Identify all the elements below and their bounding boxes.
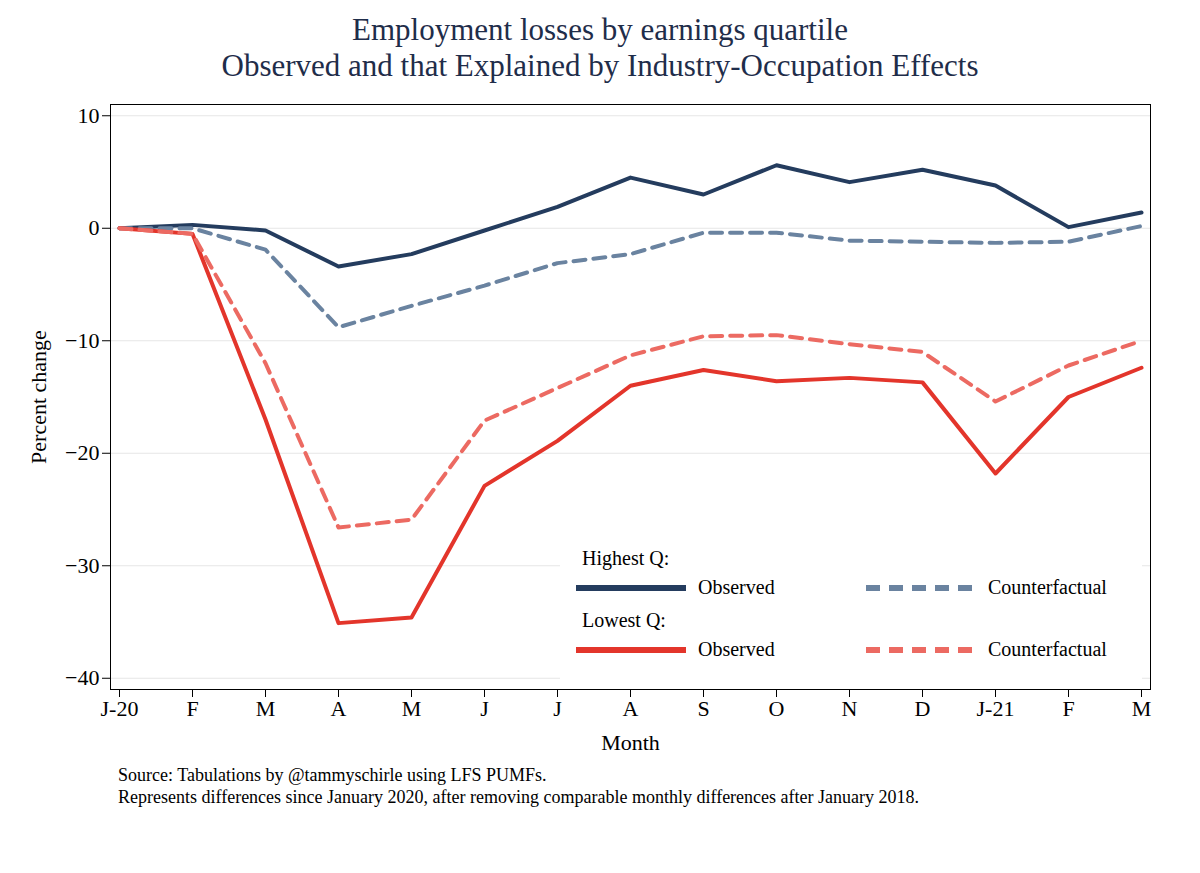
svg-text:F: F [1062, 696, 1074, 721]
svg-text:−30: −30 [65, 553, 99, 578]
svg-text:0: 0 [89, 215, 100, 240]
svg-text:A: A [623, 696, 639, 721]
html-text:Source: Tabulations by @tammys: Source: Tabulations by @tammyschirle usi… [118, 765, 547, 785]
svg-text:−10: −10 [65, 328, 99, 353]
svg-text:J: J [480, 696, 489, 721]
html-text:Observed and that Explained by: Observed and that Explained by Industry-… [221, 48, 979, 83]
svg-text:D: D [915, 696, 931, 721]
svg-text:N: N [842, 696, 858, 721]
svg-text:J-21: J-21 [977, 696, 1015, 721]
svg-text:A: A [331, 696, 347, 721]
html-text:Observed: Observed [698, 638, 775, 660]
html-text:Observed: Observed [698, 576, 775, 598]
svg-text:M: M [256, 696, 276, 721]
svg-text:J-20: J-20 [101, 696, 139, 721]
html-text:Lowest Q:: Lowest Q: [582, 609, 666, 631]
svg-text:M: M [1132, 696, 1152, 721]
svg-text:10: 10 [78, 103, 100, 128]
html-text:Employment losses by earnings: Employment losses by earnings quartile [352, 12, 848, 47]
html-text:Counterfactual: Counterfactual [988, 638, 1107, 660]
svg-text:M: M [402, 696, 422, 721]
svg-text:−40: −40 [65, 665, 99, 690]
html-text:Highest Q:: Highest Q: [582, 547, 670, 569]
svg-text:Percent change: Percent change [26, 330, 51, 464]
svg-text:O: O [769, 696, 785, 721]
svg-text:−20: −20 [65, 440, 99, 465]
html-text:Represents differences since J: Represents differences since January 202… [118, 787, 919, 807]
svg-text:Month: Month [601, 730, 660, 755]
svg-text:J: J [553, 696, 562, 721]
html-text:Counterfactual: Counterfactual [988, 576, 1107, 598]
svg-text:S: S [697, 696, 709, 721]
svg-text:F: F [186, 696, 198, 721]
